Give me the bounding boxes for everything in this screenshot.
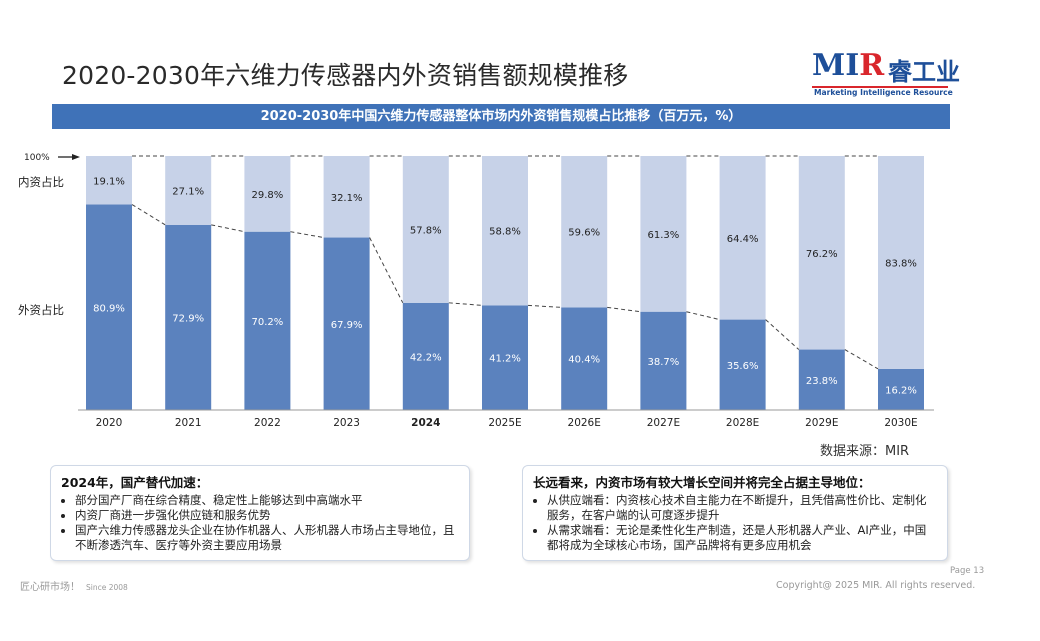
bar-domestic-2029E [798,156,845,350]
note-left-item: 内资厂商进一步强化供应链和服务优势 [75,508,459,523]
page-title: 2020-2030年六维力传感器内外资销售额规模推移 [62,61,629,90]
connector-split [607,306,641,313]
x-tick-2021: 2021 [175,417,202,429]
label-domestic-2026E: 59.6% [568,228,600,239]
page-number: Page 13 [950,566,985,576]
connector-split [369,237,404,304]
footer-since: Since 2008 [86,583,128,592]
bar-domestic-2027E [640,156,687,312]
label-foreign-2029E: 23.8% [806,376,838,387]
bar-domestic-2020 [86,156,132,205]
x-tick-2026E: 2026E [568,417,601,429]
legend-domestic: 内资占比 [18,175,64,189]
bar-foreign-2020 [86,204,132,410]
note-left-heading: 2024年，国产替代加速： [61,475,209,490]
x-tick-2027E: 2027E [647,417,680,429]
bar-foreign-2024 [402,302,449,410]
bar-foreign-2025E [482,305,528,410]
legend-foreign: 外资占比 [18,303,64,317]
x-tick-2029E: 2029E [805,417,838,429]
connector-split [686,311,720,321]
connector-split [131,204,166,226]
bar-domestic-2030E [878,156,924,369]
connector-split [290,231,324,239]
bar-foreign-2029E [798,349,845,410]
logo-chinese-name: 睿工业 [888,58,960,86]
bar-foreign-2021 [165,224,212,410]
label-foreign-2028E: 35.6% [727,361,759,372]
bar-foreign-2027E [640,311,687,410]
label-domestic-2029E: 76.2% [806,249,838,260]
connector-split [448,302,483,306]
bar-domestic-2025E [482,156,528,306]
chart-banner-title: 2020-2030年中国六维力传感器整体市场内外资销售规模占比推移（百万元，%） [52,104,950,129]
bar-domestic-2026E [561,156,608,308]
x-tick-2030E: 2030E [884,417,917,429]
label-foreign-2024: 42.2% [410,352,442,363]
label-domestic-2024: 57.8% [410,225,442,236]
y-marker-arrow-head [72,154,80,160]
bar-foreign-2023 [323,237,370,410]
label-domestic-2025E: 58.8% [489,227,521,238]
connector-split [765,319,800,350]
data-source: 数据来源：MIR [820,444,910,459]
copyright: Copyright@ 2025 MIR. All rights reserved… [776,580,976,591]
label-domestic-2021: 27.1% [172,186,204,197]
bar-domestic-2021 [165,156,212,225]
connector-split [211,224,245,233]
label-foreign-2023: 67.9% [331,320,363,331]
note-left-item: 部分国产厂商在综合精度、稳定性上能够达到中高端水平 [75,493,459,508]
connector-split [527,304,562,308]
connector-split [844,349,879,370]
label-foreign-2025E: 41.2% [489,354,521,365]
bar-foreign-2022 [244,231,291,410]
stacked-bar-chart: 100% 80.9% 19.1% 2020 72.9% 27.1% 2021 70.2% 29.… [18,153,934,429]
footer-slogan: 匠心研市场！ Since 2008 [20,582,128,593]
label-domestic-2022: 29.8% [252,190,284,201]
note-box-left: 2024年，国产替代加速： 部分国产厂商在综合精度、稳定性上能够达到中高端水平 … [50,465,470,561]
label-foreign-2020: 80.9% [93,303,125,314]
label-domestic-2023: 32.1% [331,193,363,204]
y-marker-label: 100% [24,153,50,163]
label-foreign-2022: 70.2% [252,317,284,328]
note-right-heading: 长远看来，内资市场有较大增长空间并将完全占据主导地位： [533,475,871,490]
label-domestic-2020: 19.1% [93,176,125,187]
note-left-item: 国产六维力传感器龙头企业在协作机器人、人形机器人市场占主导地位，且不断渗透汽车、… [75,523,459,553]
label-foreign-2021: 72.9% [172,313,204,324]
x-tick-2020: 2020 [96,417,123,429]
x-tick-2023: 2023 [333,417,360,429]
note-right-item: 从供应端看：内资核心技术自主能力在不断提升，且凭借高性价比、定制化服务，在客户端… [547,493,937,523]
x-tick-2022: 2022 [254,417,281,429]
label-domestic-2028E: 64.4% [727,234,759,245]
note-box-right: 长远看来，内资市场有较大增长空间并将完全占据主导地位： 从供应端看：内资核心技术… [522,465,948,561]
logo-underline [812,86,948,88]
bar-foreign-2028E [719,319,766,410]
bar-domestic-2024 [402,156,449,303]
label-domestic-2030E: 83.8% [885,258,917,269]
label-foreign-2027E: 38.7% [648,357,680,368]
mir-logo: MIR 睿工业 Marketing Intelligence Resource [812,48,960,98]
label-foreign-2030E: 16.2% [885,385,917,396]
bar-domestic-2028E [719,156,766,320]
logo-wordmark: MIR [812,48,885,83]
bar-domestic-2023 [323,156,370,238]
bar-foreign-2026E [561,307,608,410]
label-domestic-2027E: 61.3% [648,230,680,241]
x-tick-2025E: 2025E [488,417,521,429]
bar-domestic-2022 [244,156,291,232]
logo-subtitle: Marketing Intelligence Resource [814,88,953,97]
label-foreign-2026E: 40.4% [568,355,600,366]
note-right-item: 从需求端看：无论是柔性化生产制造，还是人形机器人产业、AI产业，中国都将成为全球… [547,523,937,553]
x-tick-2028E: 2028E [726,417,759,429]
bar-foreign-2030E [878,368,924,410]
x-tick-2024: 2024 [411,417,440,429]
